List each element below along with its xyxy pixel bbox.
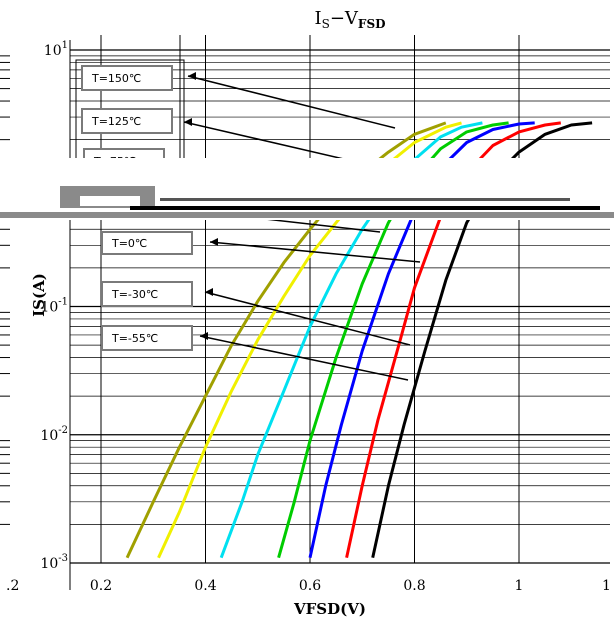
x-tick-label: 0.8 [403, 578, 425, 594]
series-line-3 [277, 121, 509, 559]
legend-label: T=125℃ [91, 115, 141, 128]
series-line-0 [125, 121, 447, 559]
x-tick-label: 1 [515, 578, 524, 594]
series-line-2 [219, 121, 483, 559]
legend-arrow [204, 291, 411, 346]
y-tick-label: 10-3 [40, 553, 68, 572]
y-axis-label: IS(A) [30, 273, 48, 317]
legend-arrowhead [184, 118, 192, 126]
legend-arrowhead [188, 72, 196, 80]
series-line-6 [371, 121, 593, 559]
series-line-1 [157, 121, 462, 559]
y-tick-label: 101 [44, 40, 68, 59]
legend-arrow [187, 75, 396, 129]
legend-arrowhead [205, 288, 213, 296]
grid-lines [0, 35, 610, 590]
legend-label: T=-30℃ [111, 288, 158, 301]
y-tick-label: 10-1 [40, 297, 68, 316]
x-tick-label: 1 [602, 578, 611, 594]
legend-label: T=0℃ [111, 237, 147, 250]
legend-arrow [209, 241, 421, 263]
legend-arrow [199, 335, 409, 381]
chart-title: IS−VFSD [314, 8, 385, 31]
legend-arrowhead [210, 238, 218, 246]
x-tick-label: 0.2 [90, 578, 112, 594]
legend-label: T=150℃ [91, 72, 141, 85]
axis-ticks: 0.20.40.60.81.2110110010-110-210-3 [6, 40, 611, 594]
legend-box [81, 108, 173, 134]
legend-item: T=-55℃ [101, 325, 409, 381]
series-lines [125, 121, 593, 559]
legend-label: T=-55℃ [111, 332, 158, 345]
legend-box [101, 325, 193, 351]
y-tick-label: 10-2 [40, 425, 68, 444]
legend-box [81, 65, 173, 91]
legend-item: T=0℃ [101, 231, 421, 263]
legend-arrowhead [200, 332, 208, 340]
x-tick-label: .2 [6, 578, 19, 594]
x-tick-label: 0.4 [194, 578, 216, 594]
render-glitch-band [0, 158, 614, 220]
x-tick-label: 0.6 [299, 578, 321, 594]
legend-box [101, 281, 193, 307]
legend-item: T=150℃ [81, 65, 396, 129]
x-axis-label: VFSD(V) [293, 600, 366, 618]
legend-box [101, 231, 193, 255]
legend-item: T=-30℃ [101, 281, 411, 346]
